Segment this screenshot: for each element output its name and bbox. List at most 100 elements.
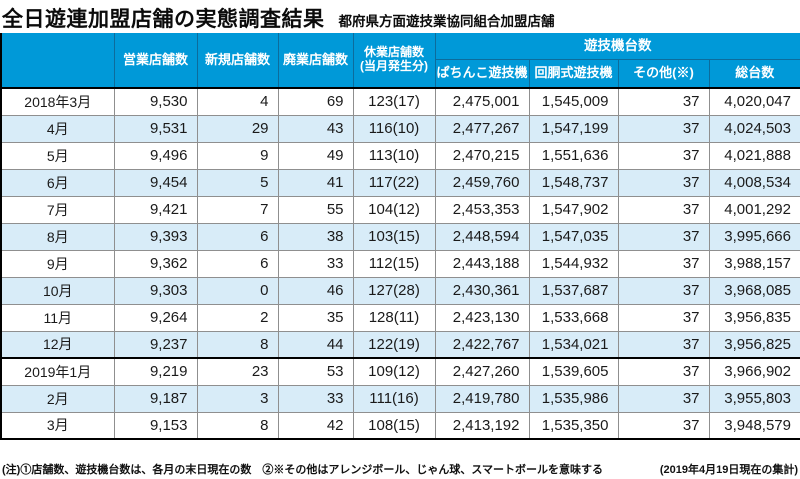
value-cell: 4,008,534 (708, 168, 800, 197)
value-cell: 37 (617, 249, 710, 278)
value-cell: 2,422,767 (434, 330, 530, 359)
value-cell: 9,531 (113, 114, 198, 143)
table-row: 2月 9,187 3 33 111(16) 2,419,780 1,535,986 37 3,9… (0, 384, 800, 413)
value-cell: 2,430,361 (434, 276, 530, 305)
month-cell: 9月 (0, 249, 115, 278)
value-cell: 9,496 (113, 141, 198, 170)
value-cell: 1,539,605 (528, 357, 619, 386)
month-cell: 7月 (0, 195, 115, 224)
value-cell: 69 (277, 87, 354, 116)
value-cell: 109(12) (352, 357, 436, 386)
value-cell: 55 (277, 195, 354, 224)
table-row: 6月 9,454 5 41 117(22) 2,459,760 1,548,737 37 4,0… (0, 168, 800, 197)
value-cell: 3,955,803 (708, 384, 800, 413)
value-cell: 42 (277, 411, 354, 440)
value-cell: 2,419,780 (434, 384, 530, 413)
value-cell: 9,421 (113, 195, 198, 224)
page-title: 全日遊連加盟店舗の実態調査結果 (2, 8, 325, 31)
value-cell: 122(19) (352, 330, 436, 359)
footnote-date: (2019年4月19日現在の集計) (659, 464, 798, 476)
value-cell: 37 (617, 276, 710, 305)
value-cell: 3,956,825 (708, 330, 800, 359)
value-cell: 2,423,130 (434, 303, 530, 332)
month-cell: 2月 (0, 384, 115, 413)
header-month-blank (0, 33, 115, 89)
value-cell: 9,153 (113, 411, 198, 440)
value-cell: 2,459,760 (434, 168, 530, 197)
value-cell: 41 (277, 168, 354, 197)
value-cell: 4,001,292 (708, 195, 800, 224)
month-cell: 8月 (0, 222, 115, 251)
value-cell: 2,443,188 (434, 249, 530, 278)
value-cell: 1,547,199 (528, 114, 619, 143)
value-cell: 37 (617, 141, 710, 170)
value-cell: 2,448,594 (434, 222, 530, 251)
header-total-machines: 総台数 (708, 59, 800, 89)
value-cell: 9,393 (113, 222, 198, 251)
header-new-stores: 新規店舗数 (196, 33, 279, 89)
value-cell: 35 (277, 303, 354, 332)
value-cell: 9,303 (113, 276, 198, 305)
table-row: 7月 9,421 7 55 104(12) 2,453,353 1,547,902 37 4,0… (0, 195, 800, 224)
value-cell: 0 (196, 276, 279, 305)
month-cell: 4月 (0, 114, 115, 143)
value-cell: 108(15) (352, 411, 436, 440)
value-cell: 33 (277, 384, 354, 413)
month-cell: 6月 (0, 168, 115, 197)
value-cell: 4,021,888 (708, 141, 800, 170)
header-reel-machines: 回胴式遊技機 (528, 59, 619, 89)
value-cell: 9,362 (113, 249, 198, 278)
value-cell: 1,548,737 (528, 168, 619, 197)
value-cell: 104(12) (352, 195, 436, 224)
header-suspended-line1: 休業店舗数 (363, 45, 424, 60)
value-cell: 4 (196, 87, 279, 116)
value-cell: 3 (196, 384, 279, 413)
value-cell: 33 (277, 249, 354, 278)
table-row: 10月 9,303 0 46 127(28) 2,430,361 1,537,687 37 3,… (0, 276, 800, 305)
value-cell: 8 (196, 411, 279, 440)
value-cell: 2,453,353 (434, 195, 530, 224)
value-cell: 5 (196, 168, 279, 197)
value-cell: 2 (196, 303, 279, 332)
value-cell: 1,547,035 (528, 222, 619, 251)
value-cell: 37 (617, 411, 710, 440)
month-cell: 3月 (0, 411, 115, 440)
value-cell: 37 (617, 87, 710, 116)
value-cell: 37 (617, 168, 710, 197)
value-cell: 128(11) (352, 303, 436, 332)
value-cell: 1,544,932 (528, 249, 619, 278)
value-cell: 9,219 (113, 357, 198, 386)
table-row: 12月 9,237 8 44 122(19) 2,422,767 1,534,021 37 3,… (0, 330, 800, 359)
header-suspended-line2: (当月発生分) (360, 59, 428, 73)
header-closed-stores: 廃業店舗数 (277, 33, 354, 89)
table-row: 9月 9,362 6 33 112(15) 2,443,188 1,544,932 37 3,9… (0, 249, 800, 278)
table-row: 2018年3月 9,530 4 69 123(17) 2,475,001 1,545,009… (0, 87, 800, 116)
value-cell: 4,024,503 (708, 114, 800, 143)
value-cell: 38 (277, 222, 354, 251)
value-cell: 111(16) (352, 384, 436, 413)
value-cell: 37 (617, 195, 710, 224)
value-cell: 123(17) (352, 87, 436, 116)
value-cell: 1,535,986 (528, 384, 619, 413)
value-cell: 103(15) (352, 222, 436, 251)
value-cell: 6 (196, 222, 279, 251)
value-cell: 53 (277, 357, 354, 386)
value-cell: 23 (196, 357, 279, 386)
value-cell: 37 (617, 384, 710, 413)
value-cell: 9,454 (113, 168, 198, 197)
header-suspended-stores: 休業店舗数 (当月発生分) (352, 33, 436, 89)
value-cell: 49 (277, 141, 354, 170)
value-cell: 4,020,047 (708, 87, 800, 116)
value-cell: 9,237 (113, 330, 198, 359)
table-header: 営業店舗数 新規店舗数 廃業店舗数 休業店舗数 (当月発生分) 遊技機台数 ぱちん… (0, 33, 800, 89)
value-cell: 1,551,636 (528, 141, 619, 170)
table-row: 11月 9,264 2 35 128(11) 2,423,130 1,533,668 37 3,… (0, 303, 800, 332)
month-cell: 2018年3月 (0, 87, 115, 116)
value-cell: 44 (277, 330, 354, 359)
table-row: 2019年1月 9,219 23 53 109(12) 2,427,260 1,539,60… (0, 357, 800, 386)
value-cell: 9,530 (113, 87, 198, 116)
value-cell: 127(28) (352, 276, 436, 305)
title-bar: 全日遊連加盟店舗の実態調査結果 都府県方面遊技業協同組合加盟店舗 (0, 0, 800, 32)
value-cell: 112(15) (352, 249, 436, 278)
value-cell: 2,413,192 (434, 411, 530, 440)
